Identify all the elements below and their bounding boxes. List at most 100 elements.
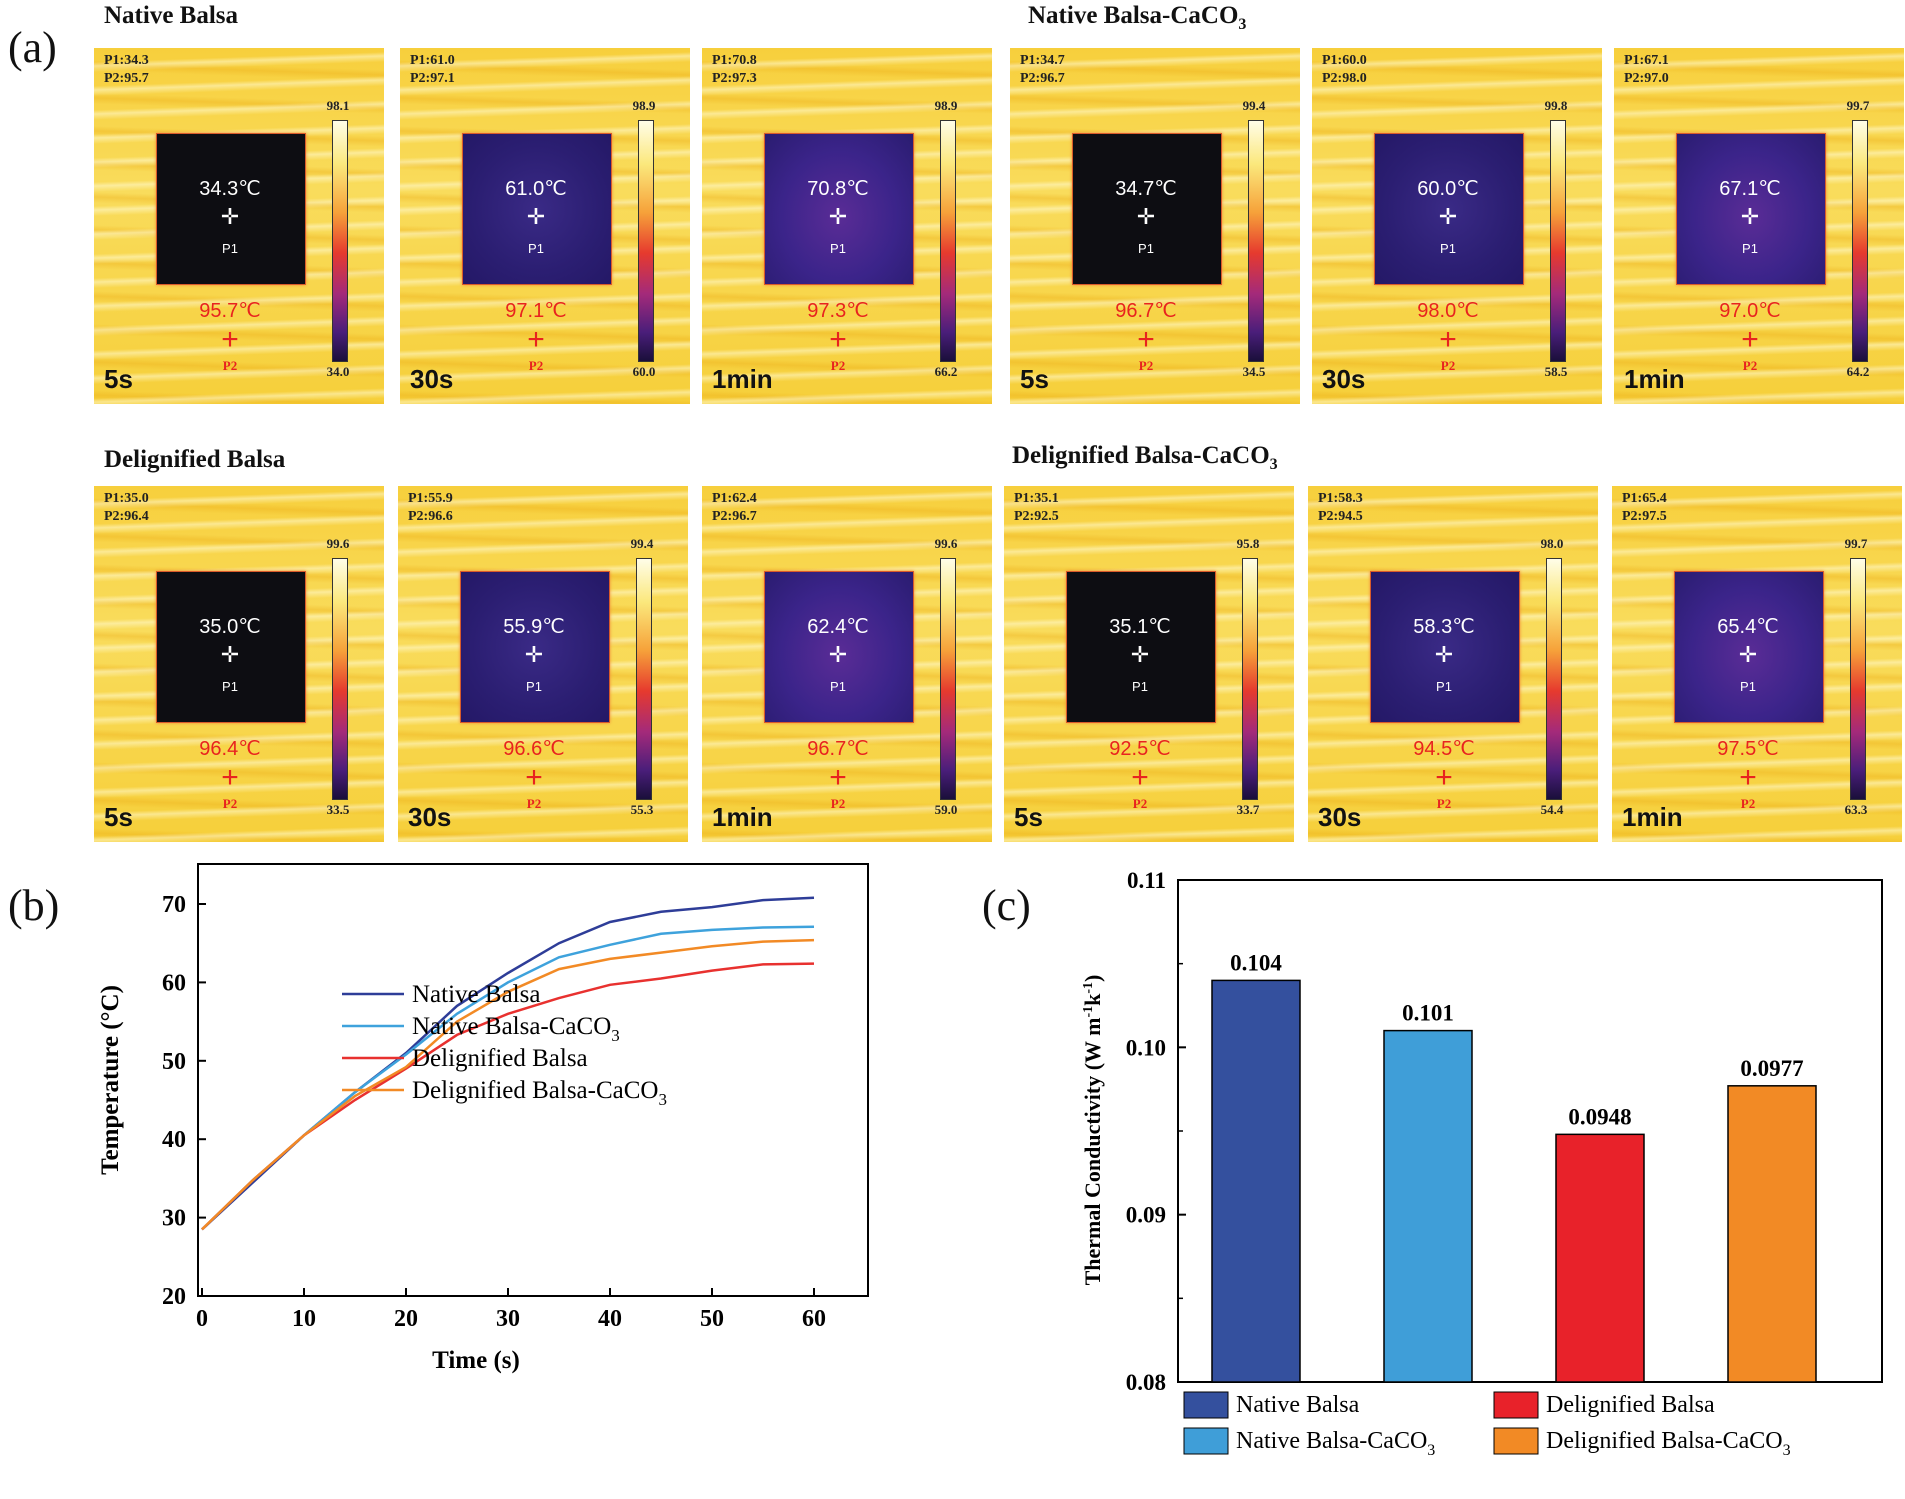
sample-block [764, 571, 914, 723]
legend-swatch-1 [1183, 1427, 1229, 1455]
p2-readout: P2:97.0 [1624, 71, 1669, 86]
p1-p2-readout: P1:35.1 P2:92.5 [1014, 490, 1059, 526]
p2-crosshair-icon: + [829, 323, 847, 356]
p1-label: P1 [1742, 241, 1758, 256]
p1-crosshair-icon: ✛ [220, 204, 240, 229]
x-tick-label: 0 [196, 1306, 208, 1332]
p1-temperature: 65.4℃ [1717, 616, 1779, 638]
thermal-image-1-2: P1:67.1 P2:97.0 67.1℃ ✛ P1 97.0℃ + P2 1min 99.7 64… [1614, 48, 1904, 404]
p1-temperature: 70.8℃ [807, 178, 869, 200]
p2-crosshair-icon: + [1137, 323, 1155, 356]
time-label: 5s [104, 802, 133, 832]
color-scale-bar [940, 558, 956, 800]
p1-p2-readout: P1:65.4 P2:97.5 [1622, 490, 1667, 526]
p1-readout: P1:60.0 [1322, 53, 1367, 68]
p2-readout: P2:97.1 [410, 71, 455, 86]
p1-readout: P1:34.3 [104, 53, 149, 68]
color-scale-bar [1850, 558, 1866, 800]
time-label: 5s [1014, 802, 1043, 832]
p1-label: P1 [1138, 241, 1154, 256]
p1-temperature: 35.0℃ [199, 616, 261, 638]
p2-label: P2 [1440, 358, 1456, 373]
time-label: 30s [410, 364, 454, 394]
sample-block [1676, 133, 1826, 285]
p2-temperature: 97.1℃ [505, 300, 567, 322]
bar-0 [1211, 979, 1301, 1383]
p2-label: P2 [1740, 796, 1756, 811]
p2-crosshair-icon: + [1741, 323, 1759, 356]
p2-crosshair-icon: + [1439, 323, 1457, 356]
legend-swatch-2 [1493, 1391, 1539, 1419]
color-scale-min: 60.0 [632, 364, 656, 379]
color-scale-max: 99.6 [326, 536, 350, 551]
p2-temperature: 92.5℃ [1109, 738, 1171, 760]
y-tick-label: 0.10 [1126, 1035, 1166, 1060]
time-label: 1min [1624, 364, 1685, 394]
x-tick-label: 40 [598, 1306, 622, 1332]
group-title-delignified: Delignified Balsa [104, 446, 286, 473]
p1-temperature: 62.4℃ [807, 616, 869, 638]
p1-label: P1 [222, 679, 238, 694]
color-scale-max: 95.8 [1236, 536, 1260, 551]
p2-readout: P2:96.6 [408, 509, 453, 524]
sample-block [156, 133, 306, 285]
color-scale-bar [1852, 120, 1868, 362]
sample-block [1374, 133, 1524, 285]
y-tick-label: 0.11 [1127, 868, 1166, 893]
color-scale-max: 98.1 [326, 98, 350, 113]
p2-readout: P2:96.7 [712, 509, 757, 524]
x-tick-label: 50 [700, 1306, 724, 1332]
p1-crosshair-icon: ✛ [524, 642, 544, 667]
p1-p2-readout: P1:61.0 P2:97.1 [410, 52, 455, 88]
color-scale-bar [332, 558, 348, 800]
color-scale-max: 98.0 [1540, 536, 1564, 551]
p1-p2-readout: P1:60.0 P2:98.0 [1322, 52, 1367, 88]
time-label: 30s [1318, 802, 1362, 832]
p1-readout: P1:62.4 [712, 491, 757, 506]
p1-temperature: 34.3℃ [199, 178, 261, 200]
p2-temperature: 96.4℃ [199, 738, 261, 760]
panel-label-b: (b) [8, 881, 60, 930]
color-scale-bar [1546, 558, 1562, 800]
p1-crosshair-icon: ✛ [526, 204, 546, 229]
p1-crosshair-icon: ✛ [220, 642, 240, 667]
p2-temperature: 96.7℃ [1115, 300, 1177, 322]
color-scale-max: 99.4 [1242, 98, 1266, 113]
p1-label: P1 [1436, 679, 1452, 694]
p2-temperature: 94.5℃ [1413, 738, 1475, 760]
legend-swatch-0 [1183, 1391, 1229, 1419]
x-tick-label: 60 [802, 1306, 826, 1332]
thermal-image-1-0: P1:34.7 P2:96.7 34.7℃ ✛ P1 96.7℃ + P2 5s 99.4 34.5 [1010, 48, 1300, 404]
color-scale-bar [1242, 558, 1258, 800]
p2-temperature: 95.7℃ [199, 300, 261, 322]
p1-readout: P1:70.8 [712, 53, 757, 68]
p1-readout: P1:35.1 [1014, 491, 1059, 506]
thermal-image-2-0: P1:35.0 P2:96.4 35.0℃ ✛ P1 96.4℃ + P2 5s 99.6 33.5 [94, 486, 384, 842]
time-label: 1min [712, 364, 773, 394]
sample-block [764, 133, 914, 285]
p2-temperature: 96.7℃ [807, 738, 869, 760]
p2-readout: P2:97.5 [1622, 509, 1667, 524]
p1-crosshair-icon: ✛ [828, 204, 848, 229]
bar-1 [1383, 1029, 1473, 1383]
p1-temperature: 61.0℃ [505, 178, 567, 200]
p2-label: P2 [830, 358, 846, 373]
p2-label: P2 [1436, 796, 1452, 811]
legend-swatch-3 [1493, 1427, 1539, 1455]
sample-block [156, 571, 306, 723]
group-title-native-caco3: Native Balsa-CaCO3 [1028, 2, 1247, 33]
p1-temperature: 55.9℃ [503, 616, 565, 638]
p1-p2-readout: P1:34.3 P2:95.7 [104, 52, 149, 88]
group-title-native: Native Balsa [104, 2, 239, 29]
legend-label-3: Delignified Balsa-CaCO3 [412, 1077, 667, 1109]
p1-label: P1 [830, 679, 846, 694]
y-tick-label: 0.09 [1126, 1203, 1166, 1228]
p1-temperature: 67.1℃ [1719, 178, 1781, 200]
legend-label-0: Native Balsa [412, 981, 540, 1008]
color-scale-bar [1248, 120, 1264, 362]
bar-value-label-1: 0.101 [1402, 1001, 1454, 1026]
thermal-image-3-0: P1:35.1 P2:92.5 35.1℃ ✛ P1 92.5℃ + P2 5s 95.8 33.7 [1004, 486, 1294, 842]
color-scale-min: 34.5 [1242, 364, 1266, 379]
p1-crosshair-icon: ✛ [1434, 642, 1454, 667]
p1-crosshair-icon: ✛ [828, 642, 848, 667]
